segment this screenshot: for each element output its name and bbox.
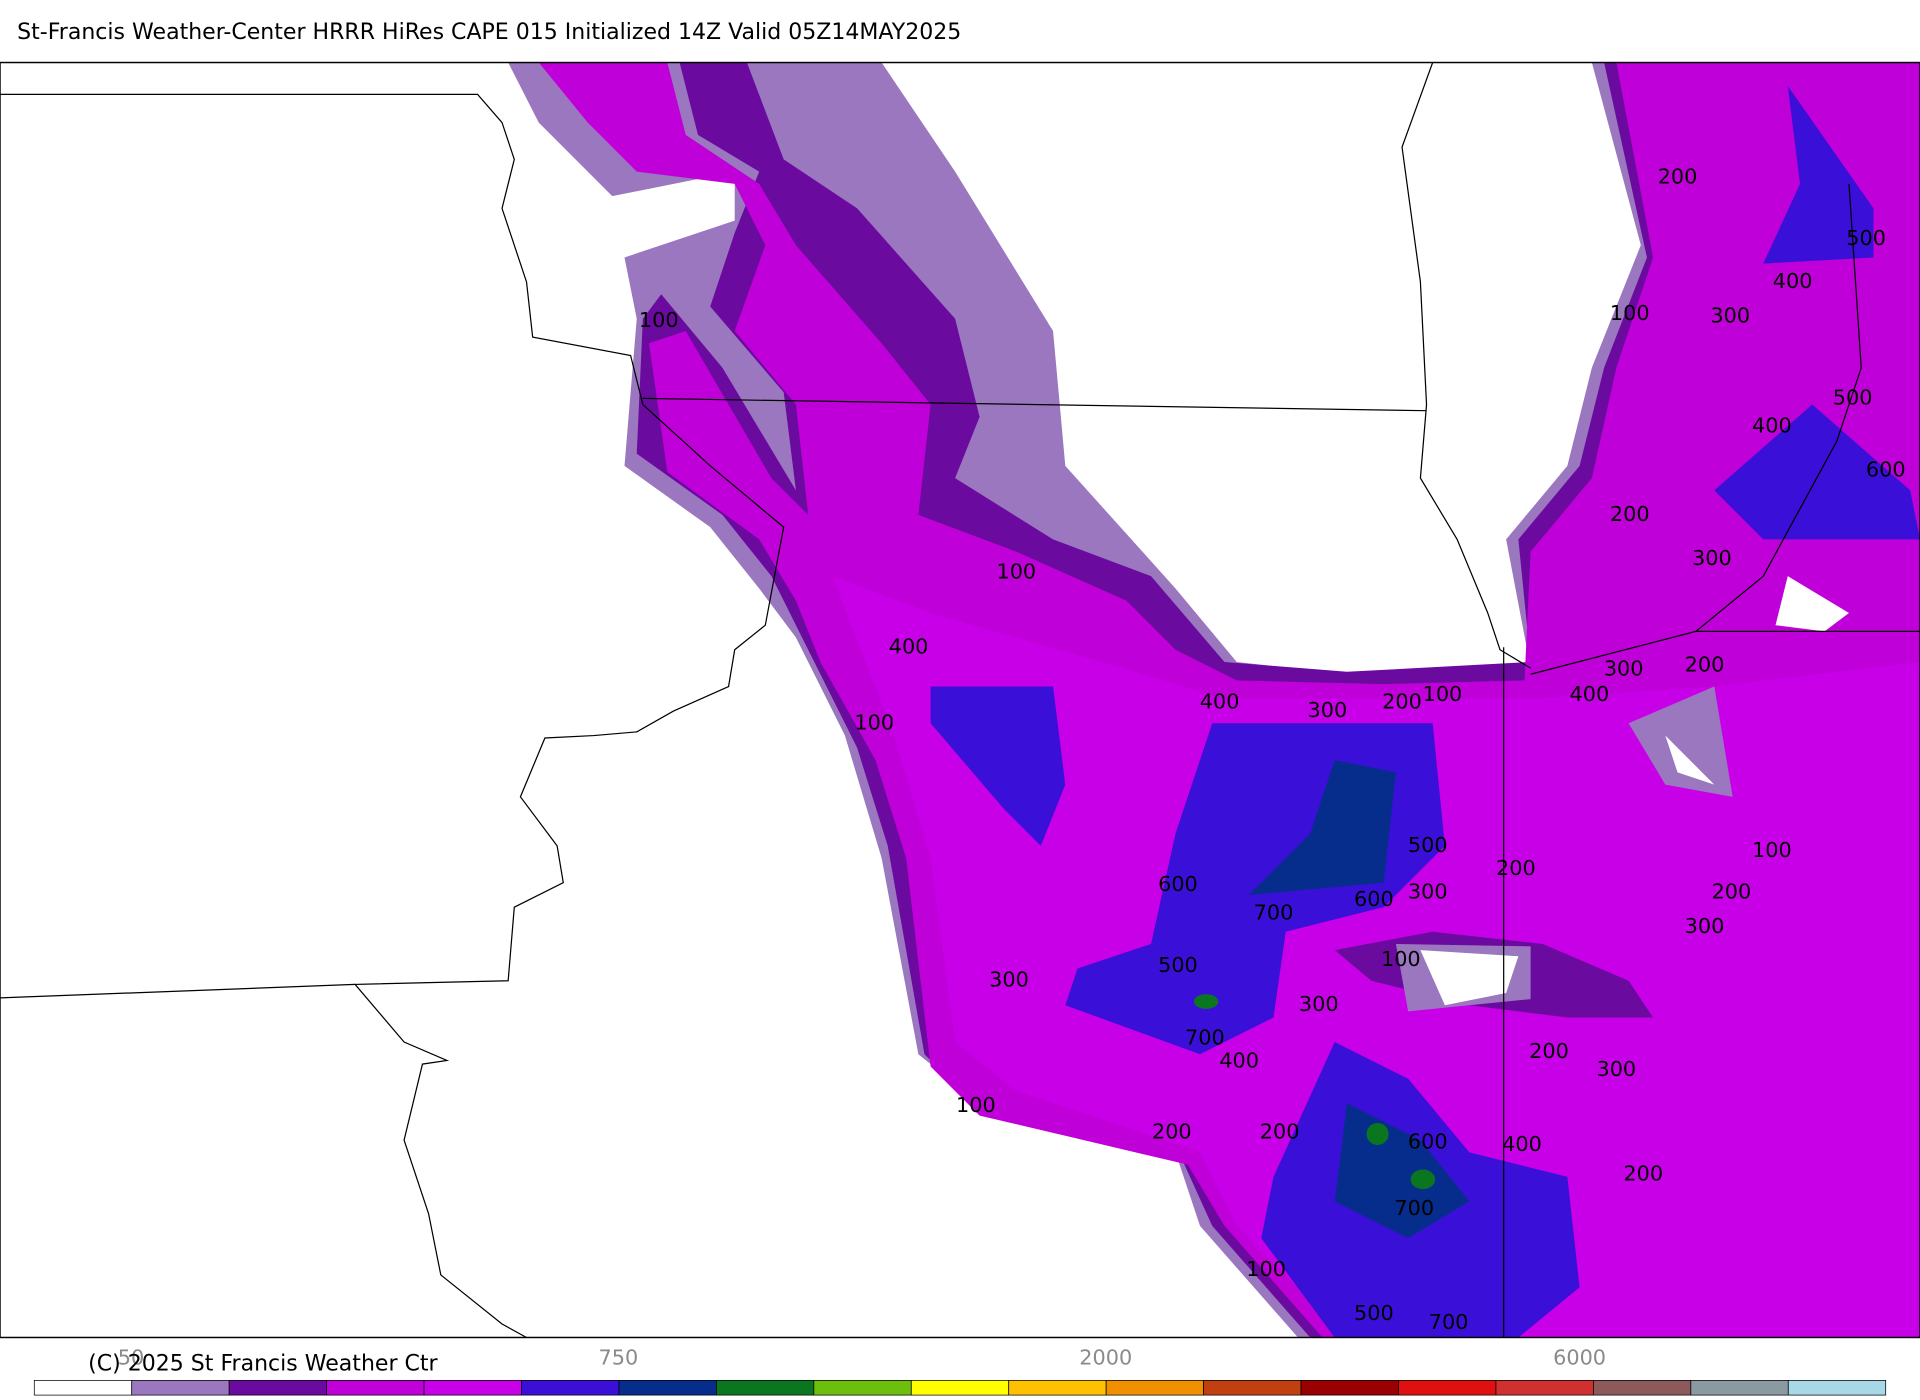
contour-label: 200 [1658,165,1698,189]
borders [0,62,1920,1338]
contour-label: 500 [1833,385,1873,409]
contour-label: 100 [639,308,679,332]
colorbar-swatch [910,1380,1010,1396]
colorbar-swatch [716,1380,815,1396]
contour-label: 300 [1596,1057,1636,1081]
contour-label: 200 [1260,1120,1300,1144]
colorbar-swatch [423,1380,522,1396]
contour-label: 700 [1429,1310,1469,1334]
colorbar-swatch [1787,1380,1887,1396]
contour-label: 200 [1712,879,1752,903]
contour-label: 500 [1354,1301,1394,1325]
contour-label: 500 [1158,953,1198,977]
colorbar-swatch [131,1380,230,1396]
contour-label: 200 [1529,1039,1569,1063]
colorbar-swatch [1398,1380,1497,1396]
colorbar-swatch [521,1380,620,1396]
contour-label: 200 [1610,502,1650,526]
colorbar-swatch [1105,1380,1204,1396]
contour-label: 200 [1623,1161,1663,1185]
colorbar-label: 2000 [1079,1345,1132,1369]
contour-label: 100 [956,1093,996,1117]
colorbar-label: 750 [599,1345,639,1369]
colorbar-swatch [326,1380,425,1396]
colorbar-swatch [1203,1380,1302,1396]
contour-label: 100 [996,559,1036,583]
contour-label: 300 [989,968,1029,992]
contour-label: 300 [1307,698,1347,722]
contour-label: 700 [1185,1025,1225,1049]
colorbar-swatch [1593,1380,1692,1396]
colorbar-label: 6000 [1553,1345,1606,1369]
contour-label: 500 [1846,226,1886,250]
colorbar-swatch [618,1380,717,1396]
contour-label: 200 [1496,856,1536,880]
cape-field [508,62,1920,1338]
contour-label: 600 [1866,458,1906,482]
map-frame [0,61,1920,1339]
contour-label: 700 [1394,1196,1434,1220]
contour-label: 700 [1254,900,1294,924]
contour-label: 100 [1752,838,1792,862]
colorbar-swatch [1008,1380,1107,1396]
colorbar-label: 50 [118,1345,144,1369]
contour-label: 400 [1502,1132,1542,1156]
contour-label: 300 [1299,992,1339,1016]
colorbar-swatch [33,1380,133,1396]
map-title: St-Francis Weather-Center HRRR HiRes CAP… [17,20,961,45]
contour-label: 300 [1692,546,1732,570]
colorbar-swatch [228,1380,327,1396]
copyright: (C) 2025 St Francis Weather Ctr [88,1351,438,1376]
contour-label: 300 [1604,656,1644,680]
contour-label: 100 [1246,1257,1286,1281]
contour-label: 100 [854,710,894,734]
contour-label: 400 [889,634,929,658]
contour-label: 100 [1381,947,1421,971]
contour-label: 600 [1408,1130,1448,1154]
colorbar: 50 750 2000 6000 [33,1345,1887,1396]
contour-label: 300 [1408,879,1448,903]
contour-label: 300 [1710,303,1750,327]
contour-label: 600 [1158,872,1198,896]
contour-label: 100 [1610,301,1650,325]
colorbar-swatch [1495,1380,1594,1396]
contour-label: 200 [1685,653,1725,677]
contour-label: 600 [1354,887,1394,911]
colorbar-swatch [1690,1380,1789,1396]
contour-label: 100 [1423,682,1463,706]
contour-label: 500 [1408,833,1448,857]
contour-label: 400 [1752,414,1792,438]
contour-label: 400 [1570,682,1610,706]
contour-label: 400 [1773,269,1813,293]
contour-label: 200 [1382,689,1422,713]
contour-label: 300 [1685,914,1725,938]
contour-label: 400 [1219,1049,1259,1073]
colorbar-swatch [1300,1380,1399,1396]
contour-label: 400 [1200,689,1240,713]
colorbar-swatch [813,1380,912,1396]
contour-label: 200 [1152,1120,1192,1144]
